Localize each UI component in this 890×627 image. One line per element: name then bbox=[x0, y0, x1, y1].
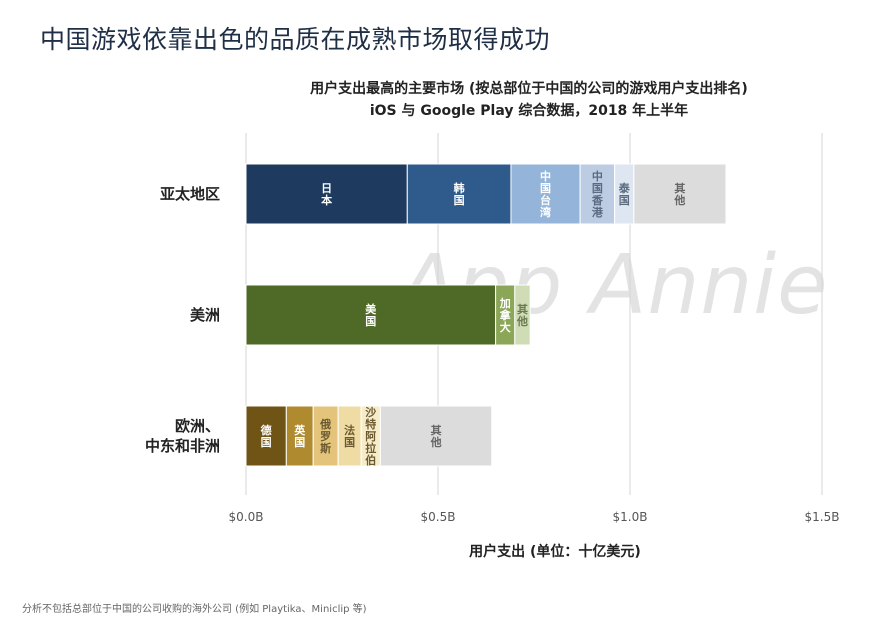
x-axis-label: 用户支出 (单位：十亿美元) bbox=[469, 543, 641, 560]
bar-segment bbox=[406, 163, 512, 225]
segment-label: 加拿大 bbox=[499, 296, 512, 334]
segment-label: 沙特阿拉伯 bbox=[365, 406, 376, 467]
bar-segment bbox=[510, 163, 581, 225]
category-label: 亚太地区 bbox=[160, 185, 220, 203]
bar-segment bbox=[633, 163, 727, 225]
bar-segment bbox=[285, 405, 314, 467]
page-title: 中国游戏依靠出色的品质在成熟市场取得成功 bbox=[40, 25, 551, 54]
segment-label: 英国 bbox=[293, 423, 306, 449]
x-tick-label: $1.0B bbox=[613, 510, 648, 524]
bar-segment bbox=[579, 163, 616, 225]
footnote: 分析不包括总部位于中国的公司收购的海外公司 (例如 Playtika、Minic… bbox=[22, 604, 367, 615]
chart-subtitle: iOS 与 Google Play 综合数据，2018 年上半年 bbox=[370, 102, 688, 119]
segment-label: 其他 bbox=[516, 302, 528, 328]
segment-label: 日本 bbox=[321, 182, 332, 207]
segment-label: 俄罗斯 bbox=[319, 417, 331, 455]
segment-label: 泰国 bbox=[618, 181, 631, 207]
segment-label: 韩国 bbox=[454, 181, 465, 207]
bar-segment bbox=[514, 284, 531, 346]
segment-label: 其他 bbox=[673, 181, 685, 207]
bar-segment bbox=[245, 405, 287, 467]
bar-segment bbox=[245, 284, 497, 346]
x-tick-labels: $0.0B $0.5B $1.0B $1.5B bbox=[229, 510, 840, 524]
bar-segment bbox=[379, 405, 493, 467]
segment-label: 中国香港 bbox=[591, 169, 604, 219]
segment-label: 其他 bbox=[430, 423, 442, 449]
segment-label: 美国 bbox=[365, 302, 377, 328]
chart-title: 用户支出最高的主要市场 (按总部位于中国的公司的游戏用户支出排名) bbox=[310, 80, 748, 97]
x-tick-label: $1.5B bbox=[805, 510, 840, 524]
segment-label: 中国台湾 bbox=[540, 169, 551, 219]
category-label: 欧洲、中东和非洲 bbox=[145, 417, 220, 455]
x-tick-label: $0.0B bbox=[229, 510, 264, 524]
segment-label: 法国 bbox=[344, 423, 355, 449]
bar-segment bbox=[312, 405, 339, 467]
segment-label: 德国 bbox=[260, 423, 272, 449]
category-label: 美洲 bbox=[190, 306, 220, 324]
x-tick-label: $0.5B bbox=[421, 510, 456, 524]
